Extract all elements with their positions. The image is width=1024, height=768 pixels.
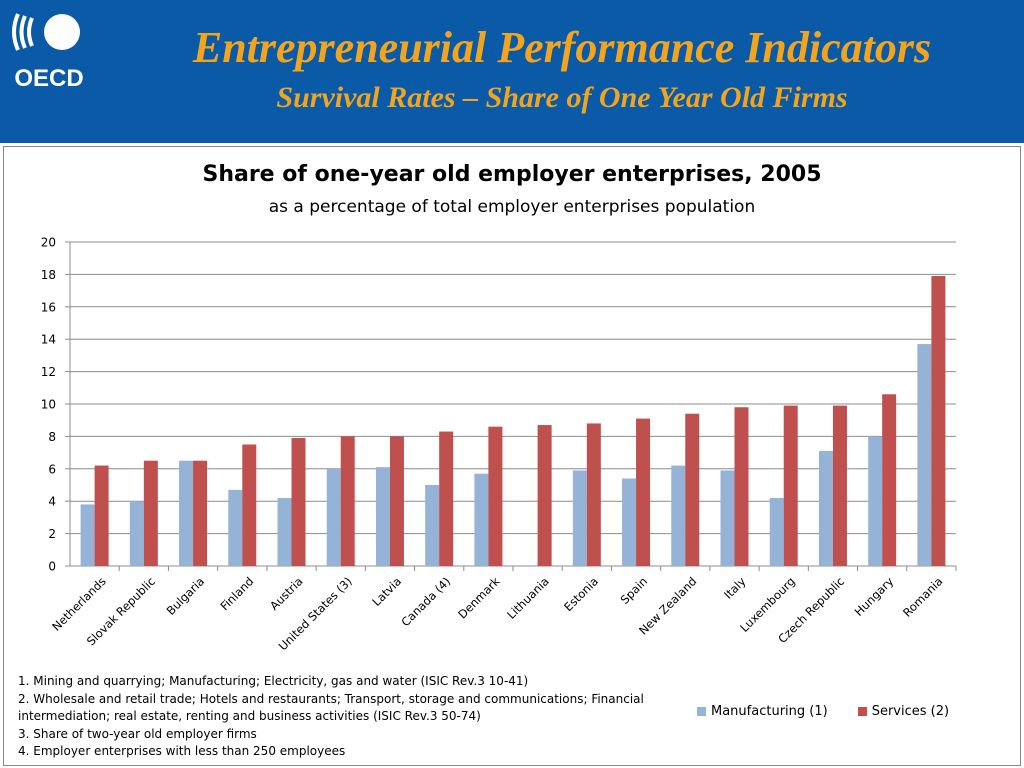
y-tick-label: 4 bbox=[48, 495, 56, 509]
bar-manufacturing bbox=[917, 344, 932, 566]
legend-swatch-manufacturing bbox=[697, 707, 706, 716]
chart-frame bbox=[3, 146, 1021, 766]
chart-title: Share of one-year old employer enterpris… bbox=[202, 162, 822, 187]
y-tick-label: 8 bbox=[48, 430, 56, 444]
x-tick-label: Austria bbox=[267, 574, 306, 613]
footnote-2: 2. Wholesale and retail trade; Hotels an… bbox=[18, 691, 644, 724]
x-tick-label: Italy bbox=[721, 574, 749, 602]
x-tick-label: Bulgaria bbox=[164, 574, 208, 618]
bar-services bbox=[783, 405, 798, 566]
legend-item-services: Services (2) bbox=[857, 704, 950, 719]
bar-manufacturing bbox=[769, 497, 784, 566]
bar-services bbox=[882, 394, 897, 566]
legend-label-services: Services (2) bbox=[871, 704, 950, 719]
bar-manufacturing bbox=[425, 485, 440, 566]
footnote-3: 3. Share of two-year old employer firms bbox=[18, 726, 257, 741]
y-tick-label: 0 bbox=[48, 560, 56, 574]
bar-services bbox=[340, 436, 355, 566]
bar-services bbox=[488, 426, 503, 566]
bar-services bbox=[143, 460, 158, 566]
footnote-1: 1. Mining and quarrying; Manufacturing; … bbox=[18, 674, 529, 688]
y-tick-label: 16 bbox=[41, 300, 56, 314]
bar-manufacturing bbox=[474, 473, 489, 566]
oecd-logo: OECD bbox=[12, 13, 84, 90]
bar-services bbox=[242, 444, 257, 566]
y-tick-label: 2 bbox=[48, 527, 56, 541]
y-tick-label: 12 bbox=[41, 365, 56, 379]
bar-manufacturing bbox=[277, 497, 292, 566]
bar-manufacturing bbox=[572, 470, 587, 566]
y-tick-label: 10 bbox=[41, 398, 56, 412]
bar-services bbox=[291, 438, 306, 566]
bar-manufacturing bbox=[818, 450, 833, 566]
x-tick-label: Hungary bbox=[852, 574, 897, 619]
footnotes: 1. Mining and quarrying; Manufacturing; … bbox=[18, 673, 658, 761]
bar-services bbox=[734, 407, 749, 566]
bar-manufacturing bbox=[80, 504, 95, 566]
x-tick-label: Canada (4) bbox=[398, 574, 453, 629]
bar-services bbox=[636, 418, 651, 566]
x-tick-label: Latvia bbox=[369, 574, 404, 609]
y-tick-label: 14 bbox=[41, 333, 56, 347]
chart-subtitle: as a percentage of total employer enterp… bbox=[268, 197, 756, 217]
y-tick-label: 6 bbox=[48, 462, 56, 476]
chart-legend: Manufacturing (1) Services (2) bbox=[697, 704, 949, 719]
x-tick-label: Spain bbox=[618, 574, 651, 607]
header-banner: OECD Entrepreneurial Performance Indicat… bbox=[0, 0, 1024, 143]
bar-manufacturing bbox=[228, 489, 243, 566]
x-tick-label: Lithuania bbox=[504, 574, 552, 622]
footnote-4: 4. Employer enterprises with less than 2… bbox=[18, 744, 346, 758]
bar-services bbox=[537, 425, 552, 566]
bar-manufacturing bbox=[326, 468, 341, 566]
y-tick-label: 18 bbox=[41, 268, 56, 282]
x-tick-label: Estonia bbox=[561, 574, 601, 614]
bar-manufacturing bbox=[868, 436, 883, 566]
bar-manufacturing bbox=[129, 501, 144, 566]
legend-swatch-services bbox=[857, 707, 867, 716]
bar-manufacturing bbox=[671, 465, 686, 566]
bar-services bbox=[94, 465, 109, 566]
bar-manufacturing bbox=[720, 470, 735, 566]
bar-services bbox=[389, 436, 404, 566]
bar-manufacturing bbox=[375, 467, 390, 566]
x-tick-label: Finland bbox=[217, 574, 256, 613]
x-tick-label: Romania bbox=[900, 574, 945, 619]
bar-services bbox=[193, 460, 208, 566]
page-subtitle: Survival Rates – Share of One Year Old F… bbox=[276, 81, 848, 114]
bar-manufacturing bbox=[179, 460, 194, 566]
bar-services bbox=[832, 405, 847, 566]
bar-services bbox=[439, 431, 454, 566]
bar-services bbox=[685, 413, 700, 566]
x-tick-label: Denmark bbox=[455, 574, 503, 622]
y-tick-label: 20 bbox=[41, 236, 56, 250]
legend-label-manufacturing: Manufacturing (1) bbox=[711, 704, 828, 719]
bar-manufacturing bbox=[622, 478, 637, 566]
page-title: Entrepreneurial Performance Indicators bbox=[192, 23, 932, 72]
bar-services bbox=[931, 276, 946, 566]
bar-services bbox=[586, 423, 601, 566]
legend-item-manufacturing: Manufacturing (1) bbox=[697, 704, 828, 719]
logo-text: OECD bbox=[14, 65, 83, 90]
